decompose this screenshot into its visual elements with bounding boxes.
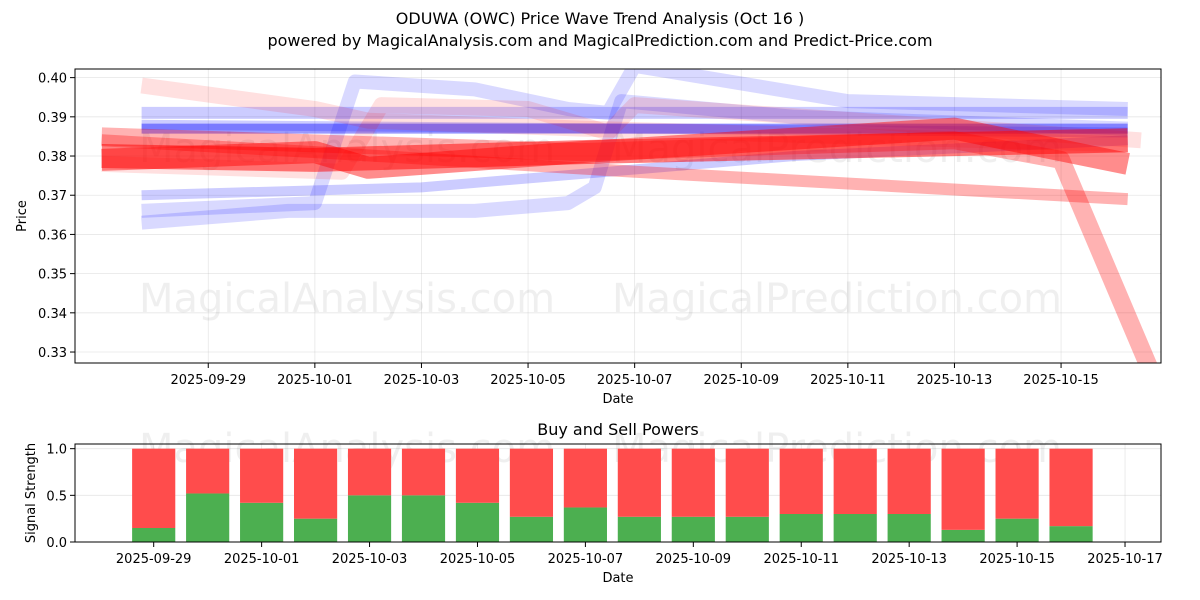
buy-power-bar bbox=[887, 514, 931, 542]
x-tick-label: 2025-10-09 bbox=[656, 552, 732, 567]
x-tick-label: 2025-10-11 bbox=[763, 552, 839, 567]
y-tick-label: 0.36 bbox=[38, 228, 67, 243]
watermark-text: MagicalAnalysis.com bbox=[139, 276, 555, 322]
buy-power-bar bbox=[725, 516, 769, 542]
y-tick-label: 0.33 bbox=[38, 346, 67, 361]
sell-power-bar bbox=[941, 448, 985, 530]
buy-power-bar bbox=[833, 514, 877, 542]
buy-power-bar bbox=[779, 514, 823, 542]
x-tick-label: 2025-10-13 bbox=[871, 552, 947, 567]
x-tick-label: 2025-10-15 bbox=[979, 552, 1055, 567]
x-tick-label: 2025-10-09 bbox=[703, 373, 779, 388]
x-tick-label: 2025-10-07 bbox=[548, 552, 624, 567]
y-tick-label: 0.39 bbox=[38, 111, 67, 126]
power-chart: MagicalAnalysis.comMagicalPrediction.com… bbox=[24, 420, 1163, 586]
sell-power-bar bbox=[833, 448, 877, 514]
y-tick-label: 0.40 bbox=[38, 72, 67, 87]
y-tick-label: 0.0 bbox=[46, 536, 67, 551]
price-wave-line bbox=[101, 97, 1142, 180]
buy-power-bar bbox=[617, 516, 661, 542]
sell-power-bar bbox=[563, 448, 607, 508]
x-axis-label: Date bbox=[602, 392, 633, 407]
price-wave-line bbox=[140, 77, 1128, 153]
sell-power-bar bbox=[293, 448, 338, 519]
power-chart-title: Buy and Sell Powers bbox=[537, 420, 699, 439]
buy-power-bar bbox=[671, 516, 715, 542]
y-tick-label: 0.5 bbox=[46, 489, 67, 504]
buy-power-bar bbox=[1049, 526, 1093, 542]
buy-power-bar bbox=[293, 518, 338, 542]
x-tick-label: 2025-10-13 bbox=[917, 373, 993, 388]
plot-frame bbox=[74, 68, 1162, 364]
x-tick-label: 2025-10-01 bbox=[224, 552, 300, 567]
x-tick-label: 2025-10-11 bbox=[810, 373, 886, 388]
x-tick-label: 2025-10-15 bbox=[1023, 373, 1099, 388]
sell-power-bar bbox=[240, 448, 284, 503]
sell-power-bar bbox=[887, 448, 931, 514]
buy-power-bar bbox=[941, 529, 985, 542]
x-tick-label: 2025-10-07 bbox=[597, 373, 673, 388]
chart-title: ODUWA (OWC) Price Wave Trend Analysis (O… bbox=[395, 9, 805, 28]
sell-power-bar bbox=[455, 448, 500, 503]
x-tick-label: 2025-10-01 bbox=[277, 373, 353, 388]
x-tick-label: 2025-10-17 bbox=[1087, 552, 1163, 567]
sell-power-bar bbox=[186, 448, 230, 494]
sell-power-bar bbox=[509, 448, 554, 517]
sell-power-bar bbox=[671, 448, 715, 517]
sell-power-bar bbox=[725, 448, 769, 517]
price-wave-line bbox=[101, 128, 1128, 172]
x-tick-label: 2025-10-05 bbox=[440, 552, 516, 567]
buy-power-bar bbox=[455, 502, 500, 542]
sell-power-bar bbox=[779, 448, 823, 514]
buy-power-bar bbox=[563, 507, 607, 542]
chart-subtitle: powered by MagicalAnalysis.com and Magic… bbox=[267, 31, 933, 50]
x-axis-label: Date bbox=[602, 571, 633, 586]
buy-power-bar bbox=[240, 502, 284, 542]
sell-power-bar bbox=[347, 448, 392, 496]
buy-power-bar bbox=[132, 528, 176, 542]
sell-power-bar bbox=[132, 448, 176, 528]
x-tick-label: 2025-10-05 bbox=[490, 373, 566, 388]
plot-frame bbox=[74, 443, 1162, 543]
buy-power-bar bbox=[401, 495, 446, 542]
buy-power-bar bbox=[995, 518, 1039, 542]
y-tick-label: 0.37 bbox=[38, 189, 67, 204]
price-wave-line bbox=[141, 94, 1128, 230]
price-chart: MagicalAnalysis.comMagicalAnalysis.comMa… bbox=[15, 68, 1162, 407]
series-group bbox=[101, 69, 1158, 363]
buy-power-bar bbox=[347, 495, 392, 542]
price-wave-line bbox=[141, 119, 1128, 138]
sell-power-bar bbox=[1049, 448, 1093, 527]
sell-power-bar bbox=[617, 448, 661, 517]
y-tick-label: 0.38 bbox=[38, 150, 67, 165]
x-tick-label: 2025-10-03 bbox=[332, 552, 408, 567]
y-axis-label: Signal Strength bbox=[24, 443, 39, 543]
buy-power-bar bbox=[186, 493, 230, 542]
y-tick-label: 0.35 bbox=[38, 268, 67, 283]
y-axis-label: Price bbox=[15, 200, 30, 232]
y-tick-label: 1.0 bbox=[46, 443, 67, 458]
y-tick-label: 0.34 bbox=[38, 307, 67, 322]
sell-power-bar bbox=[401, 448, 446, 496]
x-tick-label: 2025-10-03 bbox=[384, 373, 460, 388]
x-tick-label: 2025-09-29 bbox=[116, 552, 192, 567]
buy-power-bar bbox=[509, 516, 554, 542]
sell-power-bar bbox=[995, 448, 1039, 519]
x-tick-label: 2025-09-29 bbox=[170, 373, 246, 388]
watermark-text: MagicalPrediction.com bbox=[612, 276, 1062, 322]
